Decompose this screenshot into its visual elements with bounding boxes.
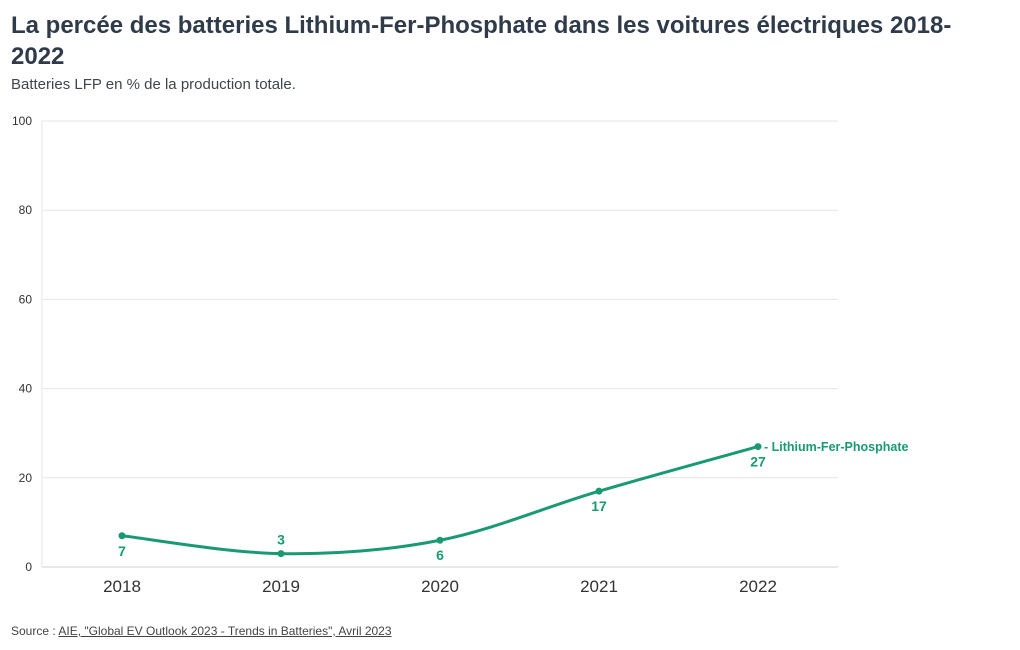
chart-title: La percée des batteries Lithium-Fer-Phos… bbox=[11, 12, 952, 70]
data-point bbox=[595, 487, 603, 495]
x-axis-ticks: 2018 2019 2020 2021 2022 bbox=[103, 577, 777, 596]
data-point bbox=[118, 532, 126, 540]
x-tick-label: 2020 bbox=[421, 577, 459, 596]
x-tick-label: 2018 bbox=[103, 577, 141, 596]
data-point bbox=[754, 443, 762, 451]
series-layer: 7 3 6 17 27- Lithium-Fer-Phosphate bbox=[118, 440, 908, 563]
x-tick-label: 2019 bbox=[262, 577, 300, 596]
source-link[interactable]: AIE, "Global EV Outlook 2023 - Trends in… bbox=[58, 624, 392, 638]
y-axis-ticks: 0 20 40 60 80 100 bbox=[12, 114, 32, 574]
y-tick-label: 0 bbox=[25, 560, 32, 574]
source-prefix: Source : bbox=[11, 624, 59, 638]
data-label: 6 bbox=[436, 547, 444, 563]
x-tick-label: 2022 bbox=[739, 577, 777, 596]
y-tick-label: 40 bbox=[19, 382, 33, 396]
series-label: - Lithium-Fer-Phosphate bbox=[764, 440, 908, 454]
data-label: 7 bbox=[118, 543, 126, 559]
y-tick-label: 100 bbox=[12, 114, 32, 128]
data-label: 3 bbox=[277, 532, 285, 548]
data-label: 17 bbox=[591, 498, 607, 514]
y-tick-label: 20 bbox=[19, 471, 33, 485]
y-tick-label: 80 bbox=[19, 203, 33, 217]
data-label: 27 bbox=[750, 454, 766, 470]
chart-subtitle: Batteries LFP en % de la production tota… bbox=[11, 76, 296, 93]
data-point bbox=[277, 550, 285, 558]
grid-lines bbox=[41, 120, 838, 568]
y-tick-label: 60 bbox=[19, 292, 33, 306]
line-chart: 0 20 40 60 80 100 2018 2019 2020 2021 2022 7 3 6 17 2… bbox=[12, 114, 909, 596]
x-tick-label: 2021 bbox=[580, 577, 618, 596]
source-note: Source : AIE, "Global EV Outlook 2023 - … bbox=[11, 624, 392, 638]
data-point bbox=[436, 536, 444, 544]
